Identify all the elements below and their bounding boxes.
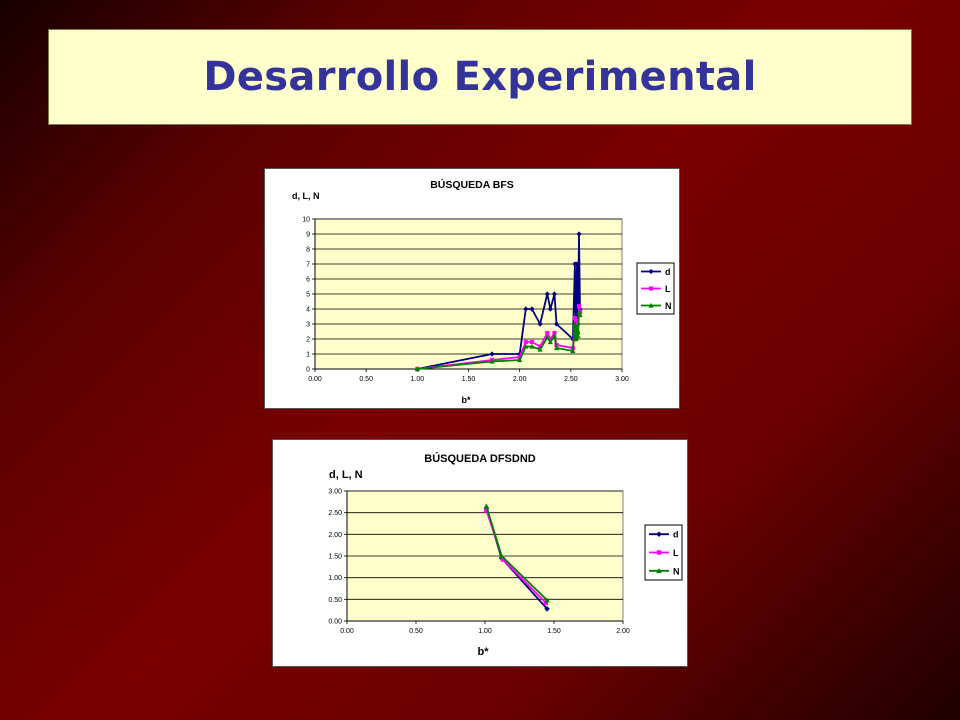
bfs-x-tick-label: 3.00 — [615, 376, 629, 383]
bfs-series-N-point — [517, 357, 523, 363]
bfs-y-tick-label: 9 — [306, 231, 310, 238]
title-box: Desarrollo Experimental — [48, 29, 912, 125]
bfs-series-L-point — [529, 339, 535, 345]
dfsdnd-series-N-point — [483, 503, 490, 509]
bfs-series-N-point — [572, 321, 578, 327]
bfs-y-tick-label: 3 — [306, 321, 310, 328]
chart-dfsdnd-panel: BÚSQUEDA DFSDND d, L, N 0.00 0.50 1.00 1.50 2.… — [272, 439, 688, 667]
dfsdnd-legend-marker-L — [656, 550, 662, 555]
dfsdnd-series-L-point — [543, 600, 548, 606]
bfs-legend-marker-d — [648, 268, 654, 275]
dfsdnd-x-tick-label: 0.00 — [340, 628, 354, 635]
bfs-series-d-point — [547, 306, 553, 312]
bfs-series-N-point — [537, 346, 543, 352]
bfs-y-tick-label: 4 — [306, 306, 310, 313]
bfs-series-L-point — [552, 330, 557, 336]
bfs-series-N-point — [573, 336, 579, 342]
dfsdnd-legend-marker-d — [656, 531, 662, 537]
bfs-y-axis-label: d, L, N — [292, 191, 320, 201]
bfs-y-tick-label: 10 — [302, 216, 310, 223]
bfs-y-tick-label: 7 — [306, 261, 310, 268]
bfs-series-N-point — [547, 339, 553, 345]
chart-dfsdnd: BÚSQUEDA DFSDND d, L, N 0.00 0.50 1.00 1.50 2.… — [328, 452, 683, 658]
dfsdnd-y-tick-label: 1.50 — [328, 553, 342, 560]
bfs-series-N-point — [529, 343, 535, 349]
dfsdnd-series-d-point — [544, 606, 550, 612]
bfs-y-tick-label: 5 — [306, 291, 310, 298]
dfsdnd-series-N-point — [498, 553, 505, 559]
dfsdnd-x-tick-label: 2.00 — [616, 628, 630, 635]
bfs-y-tick-label: 8 — [306, 246, 310, 253]
dfsdnd-x-tick-label: 1.00 — [478, 628, 492, 635]
bfs-x-axis-label: b* — [462, 395, 471, 405]
bfs-legend-label-N: N — [665, 301, 672, 311]
bfs-series-N-point — [577, 312, 583, 318]
dfsdnd-x-tick-label: 0.50 — [409, 628, 423, 635]
dfsdnd-y-tick-label: 2.50 — [328, 510, 342, 517]
dfsdnd-x-axis-label: b* — [478, 646, 490, 658]
slide-title: Desarrollo Experimental — [203, 54, 757, 100]
bfs-y-tick-label: 0 — [306, 366, 310, 373]
chart-bfs-panel: BÚSQUEDA BFS d, L, N 0 1 2 3 4 5 6 7 8 9 10 0.00 0.50 1… — [264, 168, 680, 409]
bfs-series-L-point — [576, 303, 582, 309]
chart-bfs: BÚSQUEDA BFS d, L, N 0 1 2 3 4 5 6 7 8 9 10 0.00 0.50 1… — [292, 178, 675, 405]
bfs-series-N-point — [574, 324, 580, 330]
bfs-series-N-point — [544, 334, 550, 340]
bfs-series-N-point — [489, 358, 495, 364]
bfs-x-tick-label: 1.00 — [411, 376, 425, 383]
bfs-y-tick-label: 6 — [306, 276, 310, 283]
bfs-y-tick-label: 2 — [306, 336, 310, 343]
bfs-series-d-point — [523, 306, 529, 312]
bfs-series-N-point — [553, 345, 560, 351]
bfs-x-tick-label: 2.00 — [513, 376, 527, 383]
dfsdnd-x-tick-label: 1.50 — [547, 628, 561, 635]
bfs-series-d-point — [553, 321, 560, 327]
bfs-series-L-point — [517, 354, 522, 360]
dfsdnd-series-N-point — [544, 597, 550, 603]
bfs-series-d-point — [544, 291, 550, 297]
bfs-series-d-point — [551, 291, 558, 297]
dfsdnd-legend-label-N: N — [673, 566, 680, 576]
bfs-series-N-point — [414, 366, 420, 372]
dfsdnd-legend-label-d: d — [673, 530, 679, 540]
dfsdnd-y-tick-label: 2.00 — [328, 532, 342, 539]
bfs-legend-label-L: L — [665, 284, 671, 294]
bfs-x-tick-label: 1.50 — [462, 376, 476, 383]
dfsdnd-y-tick-label: 0.00 — [328, 618, 342, 625]
bfs-legend-marker-L — [648, 286, 654, 291]
bfs-series-L-point — [572, 315, 578, 321]
dfsdnd-title: BÚSQUEDA DFSDND — [424, 452, 535, 465]
bfs-x-tick-label: 0.50 — [359, 376, 373, 383]
dfsdnd-legend-label-L: L — [673, 548, 679, 558]
dfsdnd-y-axis-label: d, L, N — [329, 469, 363, 481]
dfsdnd-series-L-point — [484, 508, 489, 513]
bfs-series-d-point — [529, 306, 535, 312]
bfs-series-L-point — [574, 318, 580, 324]
bfs-series-N-point — [551, 333, 558, 339]
dfsdnd-y-tick-label: 3.00 — [328, 488, 342, 495]
bfs-series-L-point — [538, 344, 543, 349]
bfs-series-d-point — [537, 321, 543, 327]
bfs-series-L-point — [545, 330, 550, 336]
bfs-y-tick-label: 1 — [306, 351, 310, 358]
bfs-x-tick-label: 2.50 — [564, 376, 578, 383]
dfsdnd-y-tick-label: 0.50 — [328, 597, 342, 604]
bfs-series-d-point — [576, 231, 582, 237]
bfs-series-N-point — [523, 343, 529, 349]
bfs-title: BÚSQUEDA BFS — [430, 178, 514, 191]
bfs-series-N-point — [575, 333, 581, 339]
bfs-series-d-point — [489, 351, 495, 357]
bfs-legend-marker-N — [648, 302, 654, 308]
bfs-series-N-point — [570, 348, 576, 354]
dfsdnd-legend-marker-N — [656, 568, 662, 574]
bfs-x-tick-label: 0.00 — [308, 376, 322, 383]
dfsdnd-series-L-point — [500, 557, 506, 562]
bfs-series-L-point — [523, 339, 528, 345]
dfsdnd-y-tick-label: 1.00 — [328, 575, 342, 582]
bfs-series-L-point — [548, 336, 553, 342]
bfs-legend-label-d: d — [665, 267, 671, 277]
bfs-series-d-point — [574, 261, 580, 267]
